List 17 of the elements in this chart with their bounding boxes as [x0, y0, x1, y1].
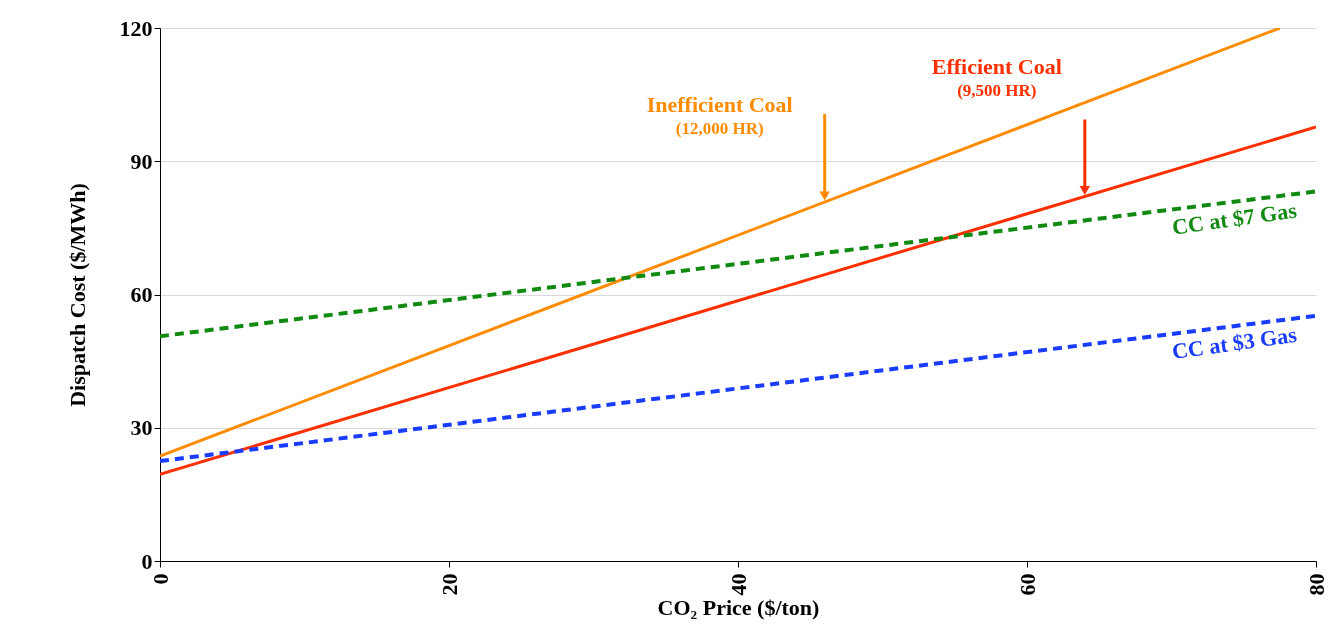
text: Inefficient Coal	[646, 92, 793, 118]
x-tick-label: 80	[1303, 573, 1328, 596]
x-tick-label: 40	[725, 573, 751, 596]
x-tick-label: 60	[1014, 573, 1040, 596]
x-tick-label: 0	[147, 573, 173, 585]
y-axis-title: Dispatch Cost ($/MWh)	[64, 183, 90, 407]
y-tick-label: 90	[130, 148, 153, 174]
x-tick-label: 20	[436, 573, 462, 596]
y-tick-label: 0	[141, 548, 153, 574]
y-tick-label: 60	[130, 282, 153, 307]
annotation: (12,000 HR)	[675, 119, 764, 139]
y-tick-label: 120	[119, 15, 153, 41]
text: CC at $3 Gas	[1170, 321, 1299, 365]
y-tick-label: 30	[130, 415, 153, 441]
text: Efficient Coal	[931, 53, 1062, 79]
annotation: (9,500 HR)	[957, 80, 1037, 100]
text: CC at $7 Gas	[1170, 197, 1299, 240]
